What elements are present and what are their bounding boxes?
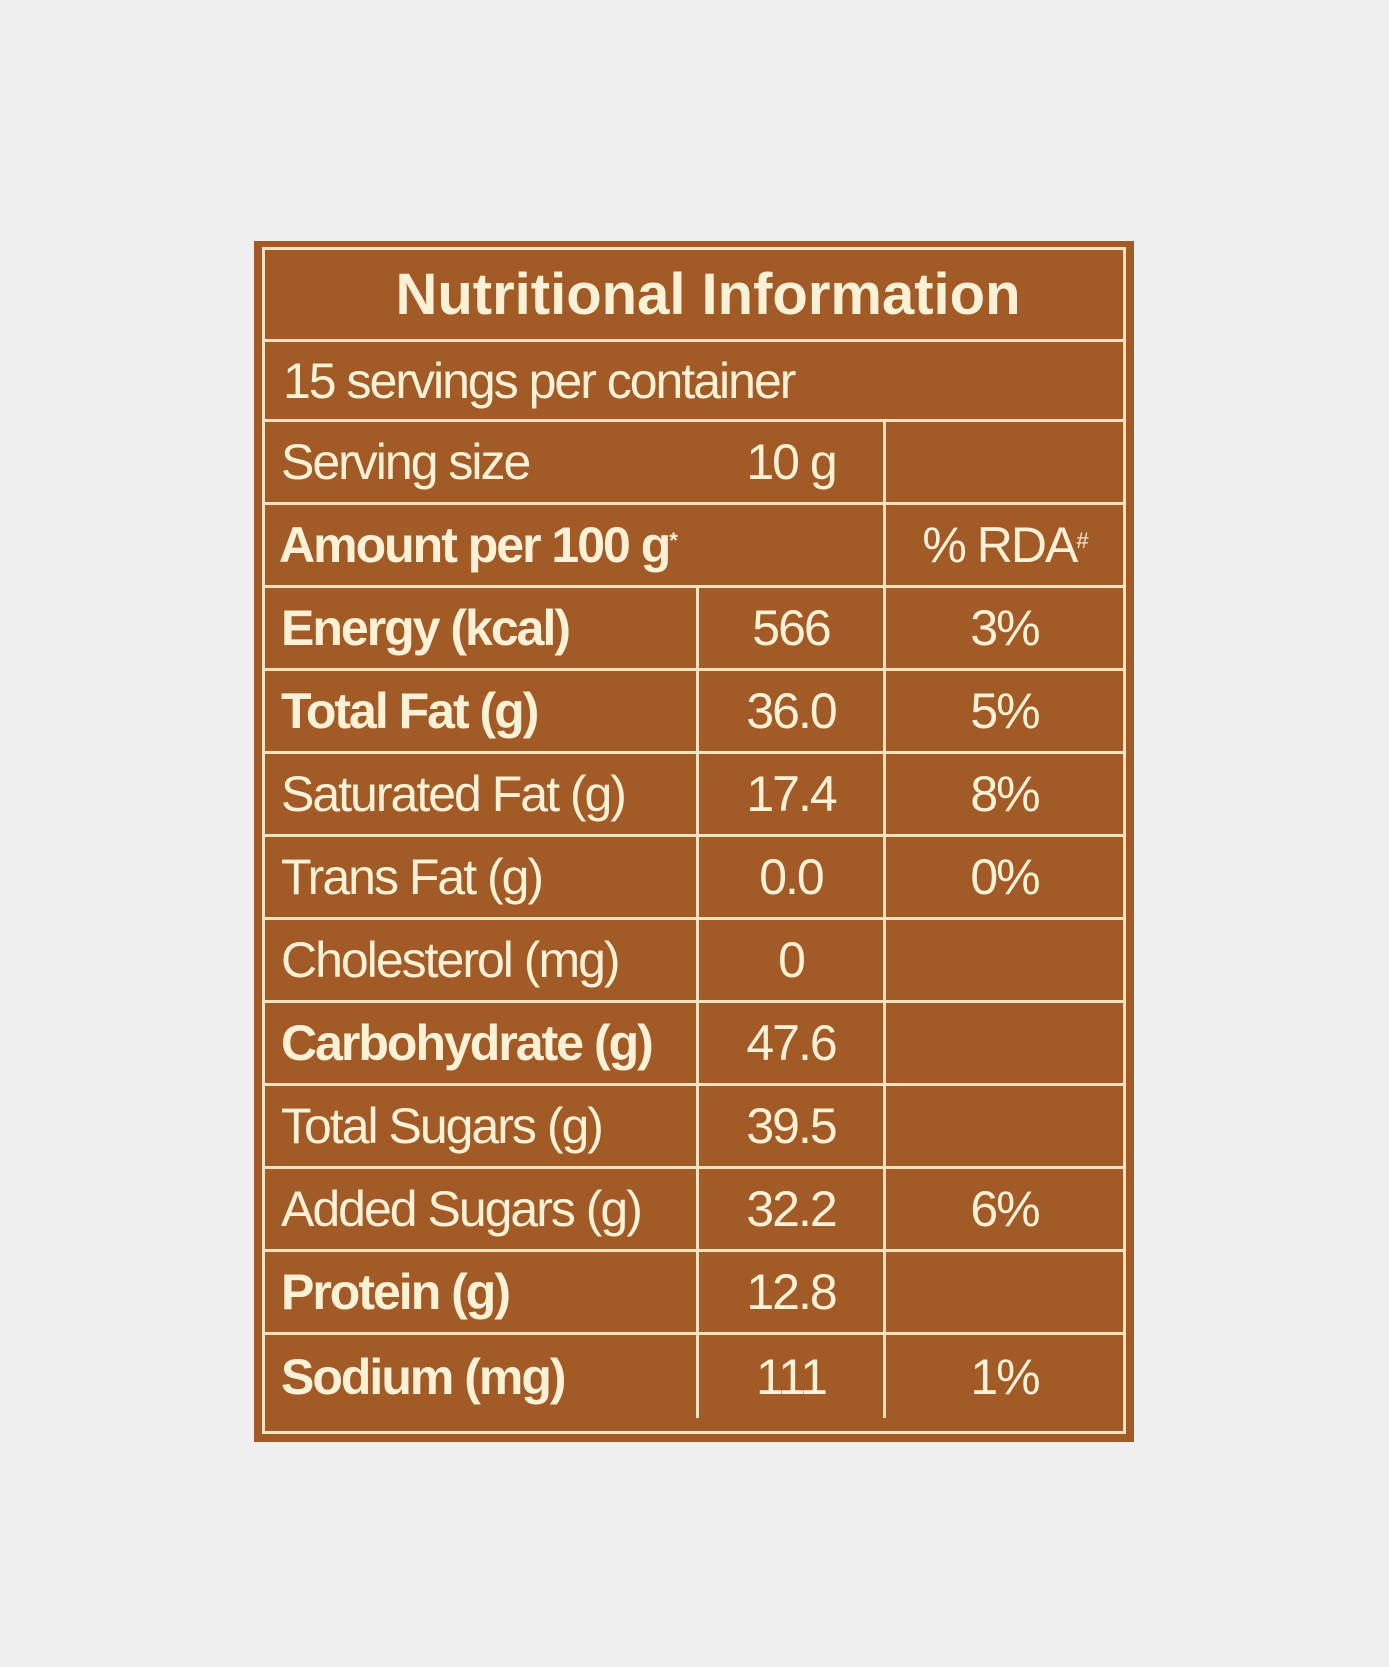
serving-size-value: 10 g — [699, 422, 886, 502]
table-row: Sodium (mg) 111 1% — [265, 1335, 1123, 1418]
serving-size-label: Serving size — [281, 434, 531, 490]
nutrient-rda — [886, 1086, 1123, 1166]
label-title: Nutritional Information — [395, 261, 1021, 327]
amount-header-mark: * — [669, 528, 677, 553]
nutrient-name: Total Sugars (g) — [265, 1086, 699, 1166]
table-row: Protein (g) 12.8 — [265, 1252, 1123, 1335]
nutrient-rda — [886, 1003, 1123, 1083]
amount-header-text: Amount per 100 g — [279, 517, 671, 573]
nutrient-name: Saturated Fat (g) — [265, 754, 699, 834]
nutrient-name: Carbohydrate (g) — [265, 1003, 699, 1083]
title-row: Nutritional Information — [265, 250, 1123, 342]
table-row: Total Fat (g) 36.0 5% — [265, 671, 1123, 754]
nutrient-value: 47.6 — [699, 1003, 886, 1083]
servings-row: 15 servings per container — [265, 342, 1123, 422]
table-row: Cholesterol (mg) 0 — [265, 920, 1123, 1003]
nutrient-value: 39.5 — [699, 1086, 886, 1166]
nutrition-table: Nutritional Information 15 servings per … — [262, 247, 1126, 1434]
nutrient-value: 111 — [699, 1335, 886, 1418]
serving-size-rda-empty — [886, 422, 1123, 502]
table-row: Trans Fat (g) 0.0 0% — [265, 837, 1123, 920]
table-row: Total Sugars (g) 39.5 — [265, 1086, 1123, 1169]
nutrient-name: Sodium (mg) — [265, 1335, 699, 1418]
serving-size-row: Serving size 10 g — [265, 422, 1123, 505]
nutrient-rda: 3% — [970, 600, 1040, 656]
nutrient-name: Energy (kcal) — [265, 588, 699, 668]
nutrient-rda — [886, 920, 1123, 1000]
table-row: Energy (kcal) 566 3% — [265, 588, 1123, 671]
nutrition-label: Nutritional Information 15 servings per … — [254, 241, 1134, 1442]
nutrient-rda: 5% — [970, 683, 1040, 739]
rda-header-text: % RDA — [922, 517, 1078, 573]
nutrient-value: 32.2 — [699, 1169, 886, 1249]
amount-header: Amount per 100 g * — [265, 505, 886, 585]
table-row: Added Sugars (g) 32.2 6% — [265, 1169, 1123, 1252]
amount-header-row: Amount per 100 g * % RDA # — [265, 505, 1123, 588]
nutrient-value: 0 — [699, 920, 886, 1000]
nutrient-rda: 1% — [970, 1348, 1040, 1405]
nutrient-name: Trans Fat (g) — [265, 837, 699, 917]
nutrient-name: Protein (g) — [265, 1252, 699, 1332]
nutrient-value: 17.4 — [699, 754, 886, 834]
nutrient-value: 0.0 — [699, 837, 886, 917]
nutrient-rda: 8% — [970, 766, 1040, 822]
servings-per-container: 15 servings per container — [283, 352, 796, 409]
nutrient-name: Cholesterol (mg) — [265, 920, 699, 1000]
rda-header-mark: # — [1076, 528, 1088, 553]
table-row: Saturated Fat (g) 17.4 8% — [265, 754, 1123, 837]
nutrient-rda: 6% — [970, 1181, 1040, 1237]
nutrient-name: Total Fat (g) — [265, 671, 699, 751]
nutrient-value: 12.8 — [699, 1252, 886, 1332]
nutrient-name: Added Sugars (g) — [265, 1169, 699, 1249]
nutrient-value: 36.0 — [699, 671, 886, 751]
table-row: Carbohydrate (g) 47.6 — [265, 1003, 1123, 1086]
nutrient-rda: 0% — [970, 849, 1040, 905]
nutrient-rda — [886, 1252, 1123, 1332]
rda-header: % RDA # — [886, 505, 1123, 585]
nutrient-value: 566 — [699, 588, 886, 668]
